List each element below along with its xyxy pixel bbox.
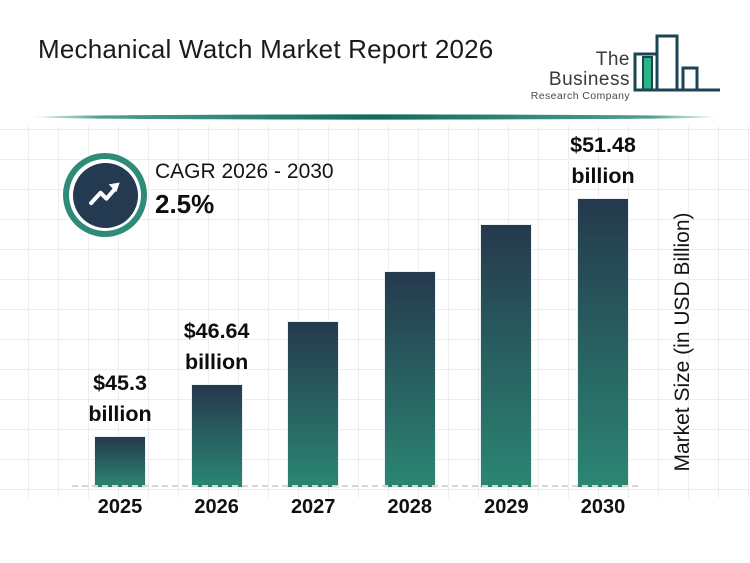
company-logo: The Business Research Company [530, 28, 722, 102]
bar [384, 272, 435, 487]
page-title: Mechanical Watch Market Report 2026 [38, 34, 494, 64]
bar-value-unit: billion [571, 164, 635, 188]
bar-value-label: $46.64 billion [147, 316, 287, 378]
logo-company-name: The Business [548, 49, 630, 90]
cagr-period-label: CAGR 2026 - 2030 [155, 160, 334, 183]
y-axis-title: Market Size (in USD Billion) [671, 212, 694, 472]
x-axis-label: 2030 [580, 496, 626, 518]
x-axis-label: 2029 [484, 496, 529, 518]
logo-text: The Business Research Company [530, 49, 630, 103]
bar [191, 385, 242, 487]
logo-bars-icon [633, 34, 720, 92]
bar-value-amount: $45.3 [93, 371, 147, 395]
bar [578, 199, 628, 487]
cagr-badge [63, 153, 147, 237]
header-divider [31, 114, 719, 120]
bar-value-amount: $51.48 [570, 133, 636, 157]
logo-company-subtitle: Research Company [530, 90, 630, 102]
bar-value-label: $51.48 billion [533, 130, 673, 192]
bar-value-unit: billion [88, 402, 152, 426]
x-axis-label: 2028 [387, 496, 433, 518]
cagr-value: 2.5% [155, 189, 215, 219]
x-axis-baseline [72, 485, 638, 487]
x-axis-label: 2026 [194, 496, 239, 518]
bar-value-unit: billion [184, 350, 249, 374]
bar [481, 225, 532, 487]
bar-value-amount: $46.64 [183, 319, 250, 343]
x-axis-label: 2027 [290, 496, 336, 518]
bar [95, 437, 145, 487]
bar [288, 322, 339, 487]
x-axis-label: 2025 [97, 496, 143, 518]
cagr-badge-circle [72, 162, 138, 228]
trending-up-icon [89, 182, 120, 206]
cagr-badge-ring [69, 159, 141, 231]
bar-value-label: $45.3 billion [50, 368, 190, 430]
